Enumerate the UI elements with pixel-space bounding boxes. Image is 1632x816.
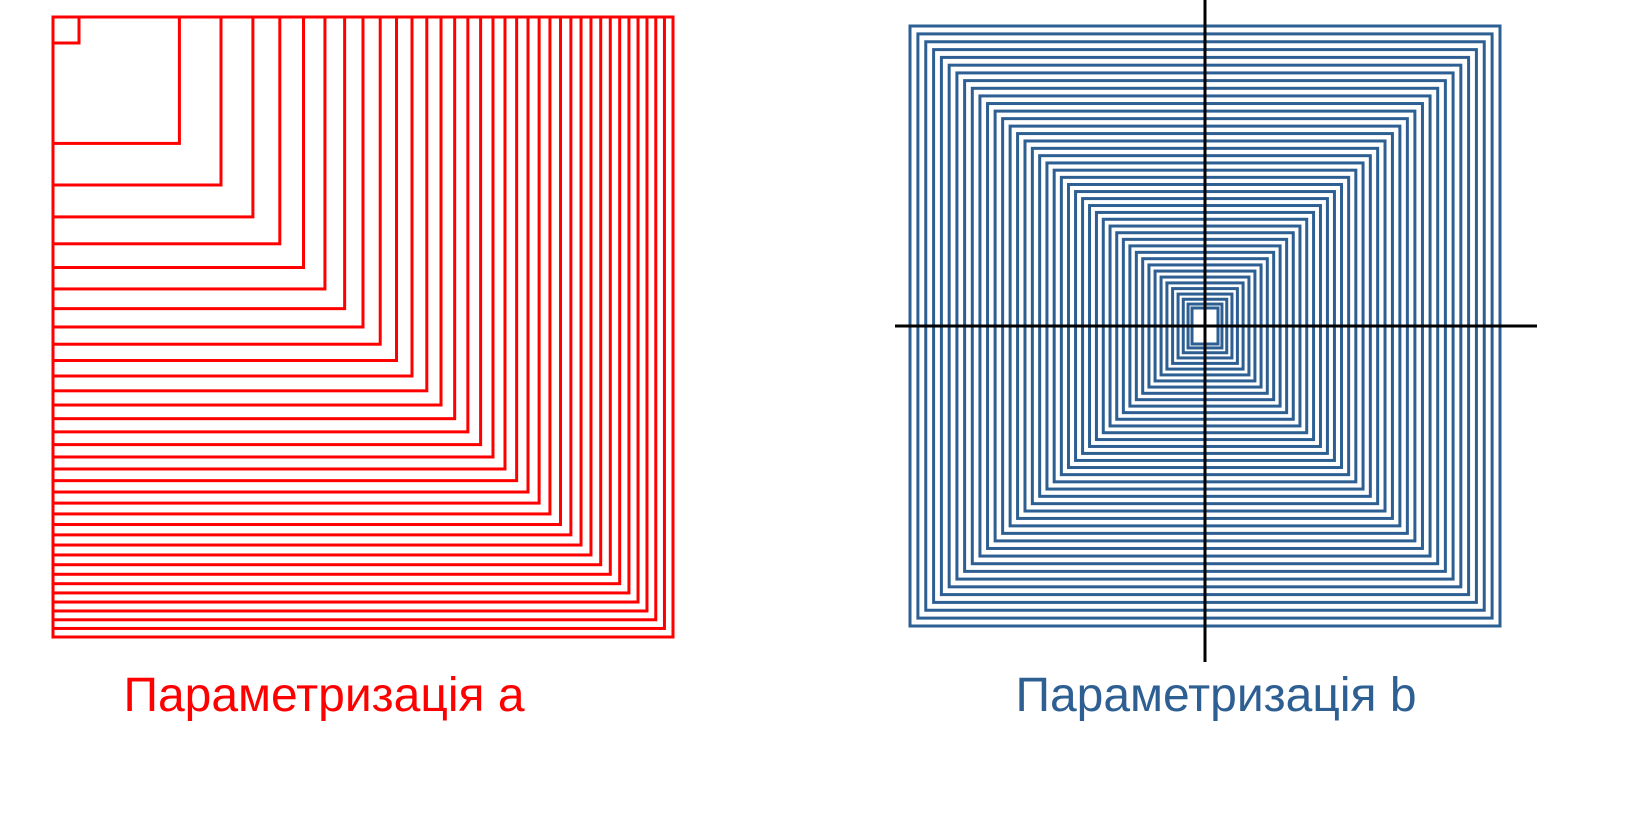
corner-square (51, 15, 593, 557)
corner-square (51, 15, 541, 505)
panel-a-corner-anchored-squares (51, 15, 675, 639)
panel-b-axes (895, 0, 1537, 662)
corner-square (51, 15, 282, 246)
corner-square (51, 15, 603, 567)
corner-square (51, 15, 255, 219)
corner-square (51, 15, 347, 311)
corner-square (51, 15, 583, 547)
corner-square (51, 15, 622, 586)
panel-b-caption: Параметризація b (1015, 669, 1417, 722)
corner-square (51, 15, 666, 630)
corner-square (51, 15, 649, 613)
corner-square (51, 15, 530, 494)
corner-square (51, 15, 365, 329)
corner-square (51, 15, 563, 527)
corner-square (51, 15, 658, 622)
corner-square (51, 15, 483, 447)
corner-square (51, 15, 519, 483)
corner-square (51, 15, 470, 434)
corner-square (51, 15, 414, 378)
corner-square (51, 15, 81, 45)
corner-square (51, 15, 631, 595)
corner-square (51, 15, 181, 145)
corner-square (51, 15, 429, 393)
corner-square (51, 15, 443, 407)
panel-a-caption: Параметризація a (123, 669, 525, 722)
corner-square (51, 15, 327, 291)
corner-square (51, 15, 382, 346)
corner-square (51, 15, 552, 516)
corner-square (51, 15, 675, 639)
